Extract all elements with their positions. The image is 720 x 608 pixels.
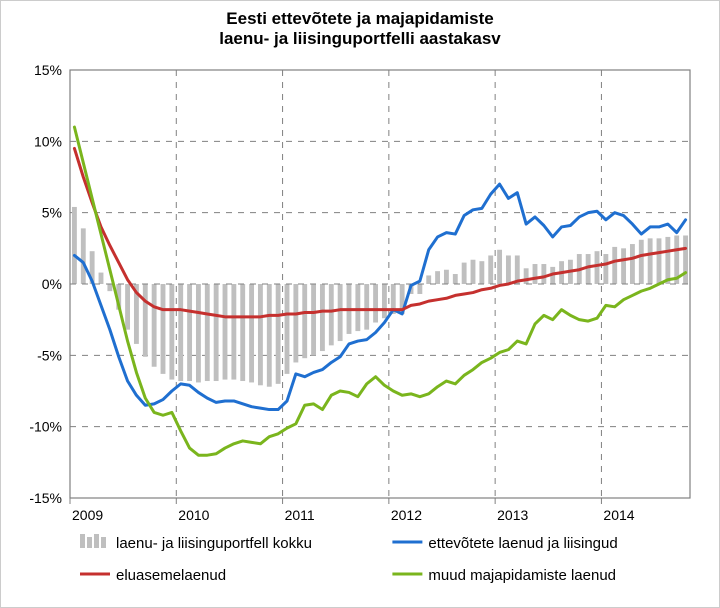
bar	[497, 250, 502, 284]
y-tick-label: 0%	[42, 276, 62, 292]
bar	[355, 284, 360, 331]
bar	[249, 284, 254, 382]
bar	[453, 274, 458, 284]
bar	[125, 284, 130, 330]
bar	[533, 264, 538, 284]
bar	[276, 284, 281, 384]
bar	[293, 284, 298, 362]
legend-label: laenu- ja liisinguportfell kokku	[116, 535, 312, 552]
bar	[657, 238, 662, 284]
x-tick-label: 2011	[285, 507, 315, 523]
bar	[205, 284, 210, 381]
legend-label: ettevõtete laenud ja liisingud	[428, 535, 617, 552]
bar	[621, 248, 626, 284]
bar	[231, 284, 236, 380]
bar	[178, 284, 183, 381]
x-tick-label: 2013	[497, 507, 528, 523]
legend-swatch-bar	[101, 537, 106, 548]
bar	[541, 264, 546, 284]
bar	[382, 284, 387, 318]
bar	[426, 275, 431, 284]
bar	[302, 284, 307, 358]
bar	[223, 284, 228, 380]
x-tick-label: 2012	[391, 507, 422, 523]
bar	[586, 254, 591, 284]
y-tick-label: -15%	[29, 490, 62, 506]
bar	[338, 284, 343, 341]
legend-label: muud majapidamiste laenud	[428, 567, 616, 584]
bar	[311, 284, 316, 355]
chart-title-line-0: Eesti ettevõtete ja majapidamiste	[226, 9, 493, 28]
chart-container: Eesti ettevõtete ja majapidamistelaenu- …	[0, 0, 720, 608]
bar	[373, 284, 378, 323]
bar	[595, 251, 600, 284]
legend-swatch-bar	[94, 534, 99, 548]
bar	[152, 284, 157, 367]
bar	[161, 284, 166, 374]
legend-swatch-bar	[80, 534, 85, 548]
x-tick-label: 2010	[178, 507, 209, 523]
bar	[462, 263, 467, 284]
y-tick-label: 15%	[34, 62, 62, 78]
bar	[506, 255, 511, 284]
bar	[665, 237, 670, 284]
bar	[143, 284, 148, 357]
legend-label: eluasemelaenud	[116, 567, 226, 584]
bar	[72, 207, 77, 284]
y-tick-label: -10%	[29, 419, 62, 435]
legend-swatch-bar	[87, 537, 92, 548]
chart-title-line-1: laenu- ja liisinguportfelli aastakasv	[219, 29, 501, 48]
bar	[603, 254, 608, 284]
x-tick-label: 2009	[72, 507, 103, 523]
y-tick-label: 5%	[42, 205, 62, 221]
bar	[364, 284, 369, 330]
bar	[648, 238, 653, 284]
bar	[612, 247, 617, 284]
bar	[196, 284, 201, 382]
bar	[417, 284, 422, 294]
bar	[471, 260, 476, 284]
bar	[240, 284, 245, 381]
bar	[99, 273, 104, 284]
y-tick-label: 10%	[34, 133, 62, 149]
bar	[479, 261, 484, 284]
bar	[435, 271, 440, 284]
chart-svg: Eesti ettevõtete ja majapidamistelaenu- …	[0, 0, 720, 608]
bar	[214, 284, 219, 381]
bar	[524, 268, 529, 284]
bar	[285, 284, 290, 374]
bar	[107, 284, 112, 291]
bar	[630, 244, 635, 284]
bar	[444, 270, 449, 284]
bar	[488, 255, 493, 284]
x-tick-label: 2014	[603, 507, 634, 523]
bar	[169, 284, 174, 380]
bar	[329, 284, 334, 345]
bar	[639, 240, 644, 284]
bar	[81, 228, 86, 284]
bar	[320, 284, 325, 351]
bar	[258, 284, 263, 385]
bar	[267, 284, 272, 387]
bar	[683, 235, 688, 284]
bar	[187, 284, 192, 381]
y-tick-label: -5%	[37, 347, 62, 363]
